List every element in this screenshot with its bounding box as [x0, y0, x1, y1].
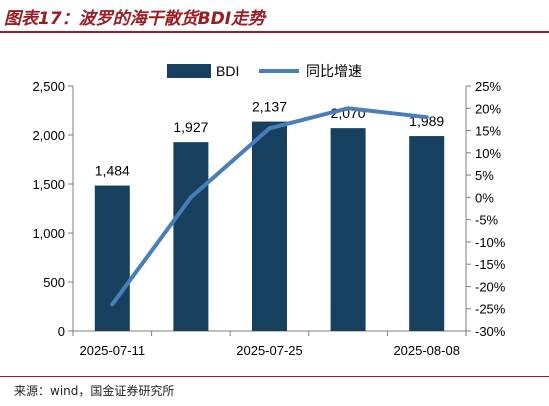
- right-axis-tick-label: 25%: [475, 79, 501, 94]
- right-axis-tick-label: -15%: [475, 257, 506, 272]
- bdi-bar: [409, 136, 445, 331]
- right-axis-tick-label: 5%: [475, 168, 494, 183]
- legend-bdi-swatch: [167, 64, 211, 78]
- bdi-bar: [94, 185, 130, 331]
- title-rule: [0, 31, 549, 33]
- left-axis-tick-label: 500: [43, 275, 65, 290]
- left-axis-tick-label: 0: [58, 324, 65, 339]
- x-axis-tick-label: 2025-07-25: [236, 343, 303, 358]
- right-axis-tick-label: 10%: [475, 146, 501, 161]
- legend-yoy-label: 同比增速: [306, 63, 362, 79]
- right-axis-tick-label: 20%: [475, 101, 501, 116]
- bdi-bar: [173, 142, 209, 331]
- bdi-bar-value-label: 1,484: [95, 163, 130, 179]
- bottom-rule: [0, 376, 549, 377]
- right-axis-tick-label: -25%: [475, 302, 506, 317]
- source-note: 来源：wind，国金证券研究所: [14, 384, 175, 398]
- x-axis-tick-label: 2025-07-11: [80, 343, 146, 358]
- right-axis-tick-label: 0%: [475, 190, 494, 205]
- bdi-bar-value-label: 1,927: [173, 119, 208, 135]
- bdi-bar: [330, 128, 366, 331]
- yoy-growth-line: [110, 106, 429, 307]
- legend-bdi-label: BDI: [216, 63, 239, 79]
- right-axis-tick-label: -5%: [475, 213, 499, 228]
- right-axis-tick-label: -30%: [475, 324, 506, 339]
- left-axis-tick-label: 1,500: [32, 177, 65, 192]
- figure-title: 图表17：波罗的海干散货BDI走势: [4, 9, 266, 29]
- left-axis-tick-label: 2,500: [32, 79, 65, 94]
- x-axis-tick-label: 2025-08-08: [393, 343, 460, 358]
- left-axis-tick-label: 1,000: [32, 226, 65, 241]
- right-axis-tick-label: 15%: [475, 124, 501, 139]
- left-axis-tick-label: 2,000: [32, 128, 65, 143]
- right-axis-tick-label: -10%: [475, 235, 506, 250]
- bdi-bar: [252, 121, 287, 331]
- bdi-chart: 0 500 1,000 1,500 2,000 2,500 -30% -25% -20% -15%…: [32, 63, 506, 358]
- bdi-bar-value-label: 2,137: [252, 99, 287, 115]
- right-axis-tick-label: -20%: [475, 279, 506, 294]
